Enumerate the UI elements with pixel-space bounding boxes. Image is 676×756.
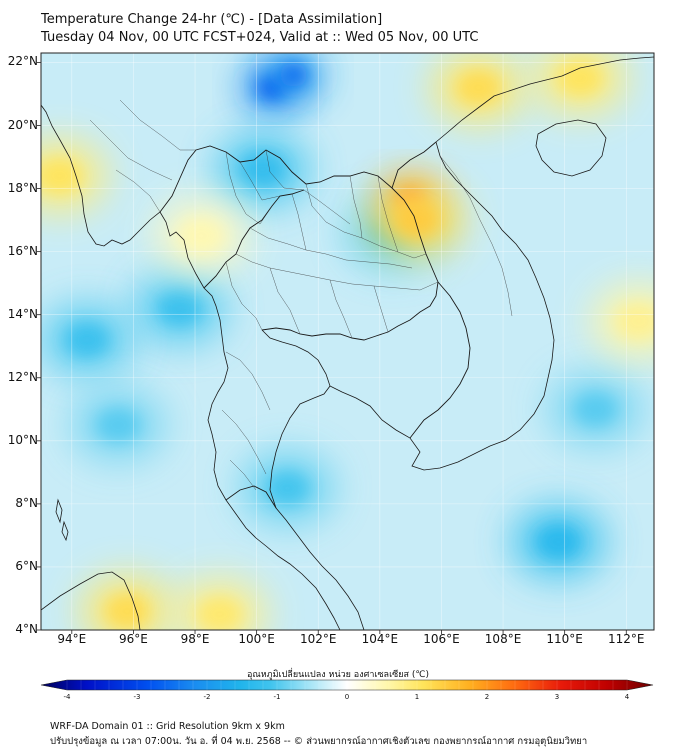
lon-label: 96°E <box>118 632 148 646</box>
colorbar-title: อุณหภูมิเปลี่ยนแปลง หน่วย องศาเซลเซียส (… <box>246 670 430 680</box>
lat-label: 18°N <box>7 180 38 195</box>
lat-label: 6°N <box>15 558 38 573</box>
lat-label: 22°N <box>7 54 38 69</box>
anomaly-warming-east-edge <box>590 283 654 359</box>
anomaly-warming-myanmar-coast <box>41 137 108 214</box>
anomaly-cooling-north-thailand <box>214 131 311 208</box>
map-title: Temperature Change 24-hr (℃) - [Data Ass… <box>41 12 383 27</box>
graticule <box>41 53 654 630</box>
anomaly-warming-laos <box>368 182 465 259</box>
axis-ticks <box>37 62 627 634</box>
map-subtitle: Tuesday 04 Nov, 00 UTC FCST+024, Valid a… <box>41 30 479 45</box>
lon-label: 108°E <box>484 632 522 646</box>
coastlines <box>41 56 654 630</box>
footer-credit: ปรับปรุงข้อมูล ณ เวลา 07:00น. วัน อ. ที่… <box>50 736 588 747</box>
anomaly-cooling-andaman-sea <box>41 301 136 378</box>
lon-label: 102°E <box>299 632 337 646</box>
anomaly-warming-malacca <box>171 576 268 630</box>
anomaly-cooling-west <box>70 387 167 464</box>
temperature-field <box>41 53 654 630</box>
lon-label: 112°E <box>608 632 645 646</box>
anomaly-cooling-gulf <box>239 450 336 527</box>
colorbar-bar <box>40 679 654 691</box>
lat-label: 14°N <box>7 306 38 321</box>
anomaly-warming-myanmar <box>153 197 250 274</box>
anomaly-cooling-east <box>547 371 644 448</box>
anomaly-warming-china-coast <box>532 53 629 117</box>
colorbar-tick-label: -4 <box>63 693 71 701</box>
anomaly-warming-vietnam-north <box>430 53 527 126</box>
lon-label: 110°E <box>546 632 583 646</box>
colorbar-tick-label: 3 <box>554 693 560 701</box>
lon-label: 100°E <box>238 632 275 646</box>
lat-label: 10°N <box>7 432 38 447</box>
colorbar-ticks <box>66 680 628 690</box>
colorbar-tick-label: 1 <box>414 693 420 701</box>
colorbar-tick-label: -2 <box>203 693 211 701</box>
lat-label: 16°N <box>7 243 38 258</box>
lat-label: 20°N <box>7 117 38 132</box>
footer-model-info: WRF-DA Domain 01 :: Grid Resolution 9km … <box>50 721 285 732</box>
anomaly-cooling-north <box>263 53 324 102</box>
lon-label: 98°E <box>180 632 210 646</box>
colorbar-tick-label: 0 <box>344 693 350 701</box>
colorbar-tick-label: 2 <box>484 693 490 701</box>
anomaly-cooling-andaman-coast <box>131 270 228 347</box>
map-frame <box>40 52 655 631</box>
colorbar-tick-label: -3 <box>133 693 141 701</box>
lon-label: 104°E <box>361 632 399 646</box>
lon-label: 94°E <box>57 632 87 646</box>
lon-label: 106°E <box>423 632 460 646</box>
province-boundaries <box>89 99 513 491</box>
anomaly-cooling-south-china-sea <box>510 503 607 580</box>
lat-label: 8°N <box>15 495 38 510</box>
lat-label: 4°N <box>15 622 38 636</box>
lat-label: 12°N <box>7 369 38 384</box>
map-panel <box>37 52 655 634</box>
colorbar-tick-label: 4 <box>624 693 630 701</box>
colorbar-tick-label: -1 <box>273 693 281 701</box>
colorbar <box>40 679 654 691</box>
